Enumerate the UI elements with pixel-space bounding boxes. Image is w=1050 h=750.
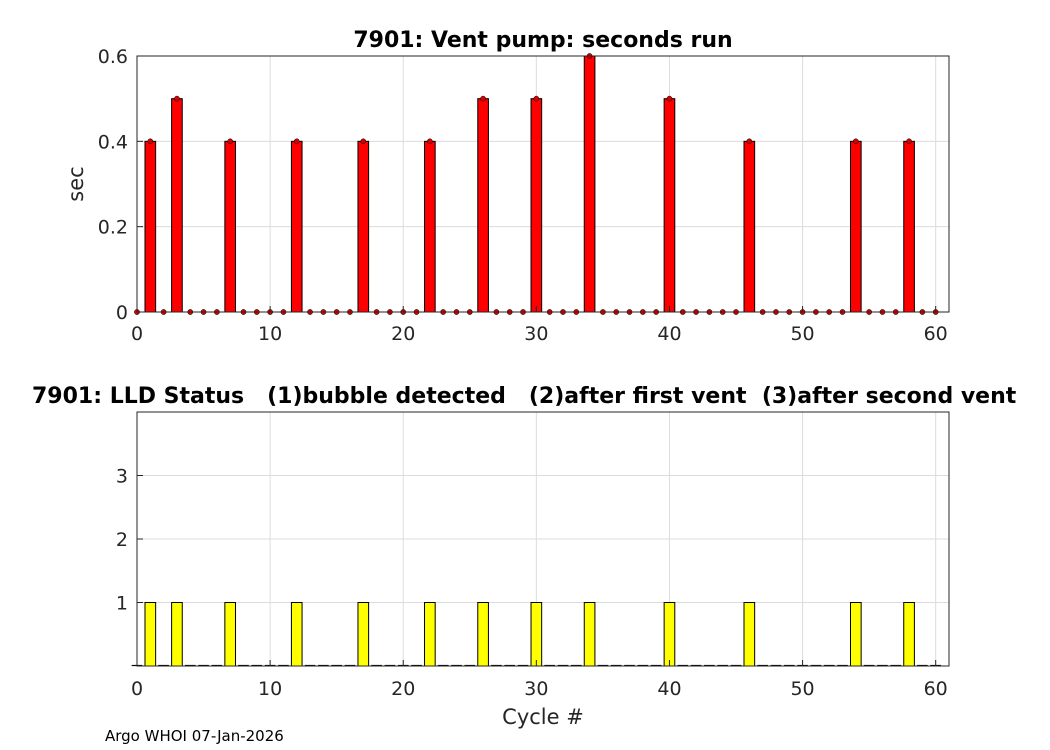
top-y-tick-label: 0.4	[98, 131, 128, 153]
top-bar	[144, 140, 157, 313]
top-x-tick-labels: 0 10 20 30 40 50 60	[131, 306, 948, 345]
top-bar	[530, 98, 543, 313]
bottom-bar	[849, 602, 862, 667]
bottom-bar	[530, 602, 543, 667]
bottom-x-axis-label: Cycle #	[502, 705, 584, 729]
bottom-x-tick-label: 0	[131, 678, 143, 700]
bottom-x-tick-label: 60	[924, 678, 948, 700]
top-marker	[147, 138, 154, 145]
top-x-tick-label: 0	[131, 323, 143, 345]
top-marker	[852, 138, 859, 145]
top-bar	[477, 98, 489, 313]
top-marker	[480, 95, 486, 102]
top-marker	[174, 95, 180, 102]
bottom-bar	[357, 602, 370, 667]
top-y-axis-label: sec	[64, 166, 88, 201]
bottom-bar	[663, 602, 676, 667]
top-x-tick-label: 10	[258, 323, 282, 345]
top-marker	[533, 95, 540, 102]
top-x-tick-label: 60	[924, 323, 948, 345]
bottom-y-tick-label: 1	[116, 593, 128, 615]
top-bar	[224, 140, 237, 313]
top-y-tick-label: 0.2	[98, 217, 128, 239]
bottom-x-tick-label: 10	[258, 678, 282, 700]
bottom-x-tick-label: 20	[391, 678, 415, 700]
bottom-x-tick-label: 40	[657, 678, 681, 700]
top-y-tick-labels: 0 0.2 0.4 0.6	[98, 46, 143, 324]
top-marker	[360, 138, 367, 145]
top-bars	[144, 55, 915, 313]
bottom-x-tick-label: 50	[790, 678, 814, 700]
vent-pump-panel: 0 10 20 30 40 50 60 0 0.2 0.4 0.6 7901: Vent pump…	[64, 28, 950, 345]
top-bar	[583, 55, 596, 313]
top-marker	[666, 95, 673, 102]
bottom-bar	[743, 602, 756, 667]
top-bar	[171, 98, 183, 313]
bottom-bar	[144, 602, 157, 667]
bottom-bar	[290, 602, 303, 667]
bottom-x-tick-label: 30	[524, 678, 548, 700]
top-plot-area	[137, 56, 949, 312]
top-marker	[293, 138, 300, 145]
top-x-tick-label: 20	[391, 323, 415, 345]
bottom-chart-title: 7901: LLD Status (1)bubble detected (2)a…	[32, 384, 1017, 409]
top-axes-box	[136, 55, 950, 313]
top-marker	[227, 138, 234, 145]
bottom-bar	[171, 602, 183, 667]
top-x-tick-label: 40	[657, 323, 681, 345]
top-x-tick-label: 30	[524, 323, 548, 345]
footer-credit: Argo WHOI 07-Jan-2026	[105, 727, 284, 745]
top-bar	[663, 98, 676, 313]
bottom-y-tick-label: 3	[116, 466, 128, 488]
top-x-tick-label: 50	[790, 323, 814, 345]
bottom-x-tick-labels: 0 10 20 30 40 50 60	[131, 660, 948, 700]
bottom-bar	[424, 602, 436, 667]
lld-status-panel: 0 10 20 30 40 50 60 1 2 3 7901: LLD Status (1)bu…	[32, 384, 1017, 729]
top-marker	[427, 138, 433, 145]
top-marker	[746, 138, 753, 145]
top-bar	[357, 140, 370, 313]
top-bar	[424, 140, 436, 313]
top-bar	[743, 140, 756, 313]
top-bar	[903, 140, 915, 313]
bottom-bar	[583, 602, 596, 667]
top-y-tick-label: 0.6	[98, 46, 128, 68]
bottom-bar	[903, 602, 915, 667]
top-y-tick-label: 0	[116, 302, 128, 324]
top-bar	[849, 140, 862, 313]
bottom-bar	[224, 602, 237, 667]
bottom-y-tick-label: 2	[116, 529, 128, 551]
bottom-y-tick-labels: 1 2 3	[116, 466, 143, 615]
bottom-bar	[477, 602, 489, 667]
top-marker	[906, 138, 912, 145]
top-chart-title: 7901: Vent pump: seconds run	[353, 28, 732, 53]
top-bar	[290, 140, 303, 313]
